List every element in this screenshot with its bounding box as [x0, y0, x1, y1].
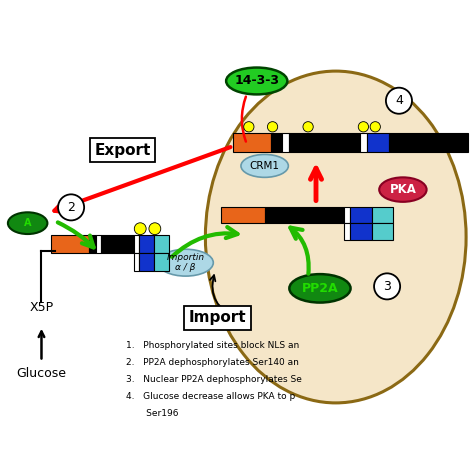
Text: 1.   Phosphorylated sites block NLS an: 1. Phosphorylated sites block NLS an — [127, 341, 300, 350]
FancyBboxPatch shape — [350, 223, 372, 240]
Text: Glucose: Glucose — [17, 367, 66, 380]
Circle shape — [386, 88, 412, 114]
FancyBboxPatch shape — [350, 207, 372, 223]
Text: 3.   Nuclear PP2A dephosphorylates Se: 3. Nuclear PP2A dephosphorylates Se — [127, 375, 302, 384]
Text: Importin
α / β: Importin α / β — [166, 253, 205, 273]
FancyBboxPatch shape — [289, 133, 360, 152]
Ellipse shape — [205, 71, 466, 403]
FancyBboxPatch shape — [51, 235, 89, 253]
Ellipse shape — [8, 212, 47, 234]
Text: PP2A: PP2A — [301, 282, 338, 295]
Ellipse shape — [379, 177, 427, 202]
FancyBboxPatch shape — [367, 133, 389, 152]
FancyBboxPatch shape — [96, 235, 100, 253]
FancyBboxPatch shape — [389, 133, 468, 152]
FancyBboxPatch shape — [134, 235, 139, 253]
FancyBboxPatch shape — [282, 133, 289, 152]
Ellipse shape — [289, 274, 351, 302]
Ellipse shape — [241, 155, 288, 177]
FancyBboxPatch shape — [154, 235, 169, 253]
Text: Import: Import — [189, 310, 246, 326]
Circle shape — [134, 223, 146, 235]
Text: X5P: X5P — [29, 301, 54, 314]
FancyBboxPatch shape — [372, 223, 393, 240]
Text: 4.   Glucose decrease allows PKA to p: 4. Glucose decrease allows PKA to p — [127, 392, 296, 401]
Text: 4: 4 — [395, 94, 403, 107]
FancyBboxPatch shape — [89, 235, 96, 253]
FancyBboxPatch shape — [360, 133, 367, 152]
FancyBboxPatch shape — [139, 235, 154, 253]
FancyBboxPatch shape — [372, 207, 393, 223]
Circle shape — [370, 122, 380, 132]
Circle shape — [303, 122, 313, 132]
Text: Export: Export — [94, 143, 151, 157]
Circle shape — [267, 122, 278, 132]
Text: 2.   PP2A dephosphorylates Ser140 an: 2. PP2A dephosphorylates Ser140 an — [127, 358, 299, 367]
FancyBboxPatch shape — [264, 207, 344, 223]
Text: 2: 2 — [67, 201, 75, 214]
Ellipse shape — [158, 249, 213, 276]
FancyBboxPatch shape — [100, 235, 134, 253]
Circle shape — [244, 122, 254, 132]
FancyBboxPatch shape — [154, 253, 169, 271]
Text: 3: 3 — [383, 280, 391, 293]
Text: CRM1: CRM1 — [250, 161, 280, 171]
FancyBboxPatch shape — [233, 133, 271, 152]
Text: Ser196: Ser196 — [127, 409, 179, 418]
Circle shape — [358, 122, 369, 132]
Circle shape — [58, 194, 84, 220]
FancyBboxPatch shape — [344, 223, 350, 240]
FancyBboxPatch shape — [221, 207, 264, 223]
FancyBboxPatch shape — [139, 253, 154, 271]
Text: PKA: PKA — [390, 183, 416, 196]
Text: A: A — [24, 218, 31, 228]
Circle shape — [374, 273, 400, 300]
Ellipse shape — [226, 67, 287, 94]
FancyBboxPatch shape — [271, 133, 282, 152]
FancyBboxPatch shape — [344, 207, 350, 223]
Text: 14-3-3: 14-3-3 — [234, 74, 279, 88]
Circle shape — [149, 223, 161, 235]
FancyBboxPatch shape — [134, 253, 139, 271]
